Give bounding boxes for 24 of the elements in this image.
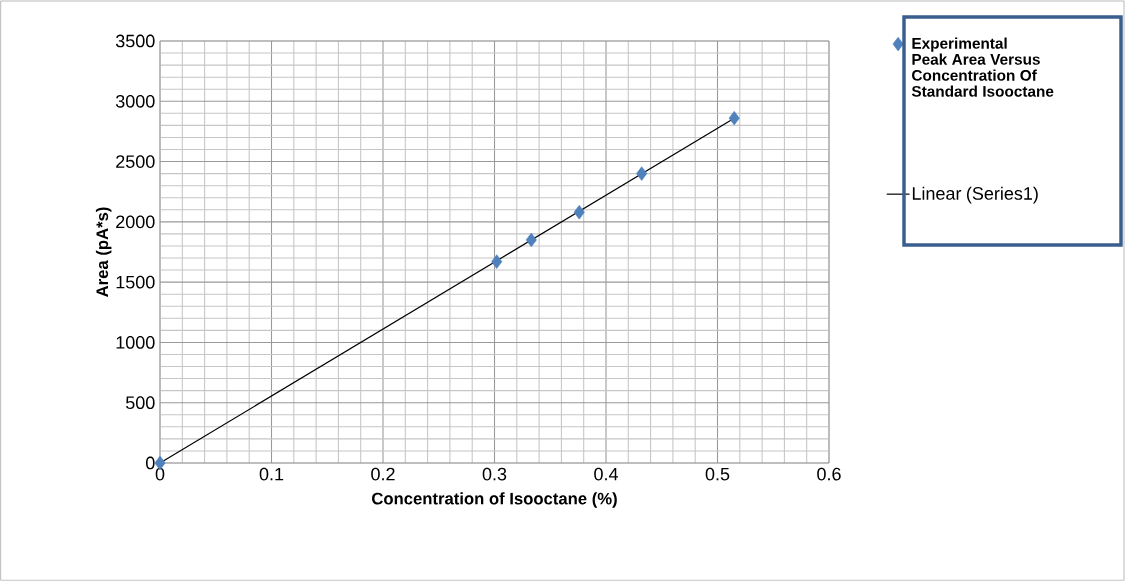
y-axis-title: Area (pA*s) — [95, 207, 112, 297]
point — [573, 205, 585, 220]
y-tick-label: 3500 — [115, 34, 155, 48]
point — [728, 110, 740, 126]
y-tick-label: 3000 — [115, 94, 155, 108]
y-tick-label: 2000 — [116, 215, 155, 229]
y-tick-label: 1500 — [116, 275, 155, 289]
x-tick-label: 0.3 — [482, 467, 507, 481]
legend-label: Experimental Peak Area Versus Concentration Of Standard Isooctane — [911, 37, 1054, 97]
x-tick-label: 0.5 — [705, 467, 730, 481]
x-tick-label: 0.4 — [594, 467, 618, 481]
legend-label: Linear (Series1) — [912, 186, 1038, 204]
y-tick-label: 1000 — [116, 336, 155, 349]
x-axis-title: Concentration of Isooctane (%) — [372, 492, 617, 508]
point — [525, 232, 537, 248]
y-tick-label: 500 — [125, 396, 155, 410]
point — [636, 166, 648, 181]
point — [491, 254, 503, 269]
x-tick-label: 0.2 — [371, 467, 395, 481]
x-tick-label: 0 — [155, 467, 165, 481]
y-tick-label: 0 — [146, 456, 155, 470]
x-tick-label: 0.1 — [259, 467, 284, 481]
x-tick-label: 0.6 — [817, 467, 841, 481]
y-tick-label: 2500 — [116, 155, 155, 168]
